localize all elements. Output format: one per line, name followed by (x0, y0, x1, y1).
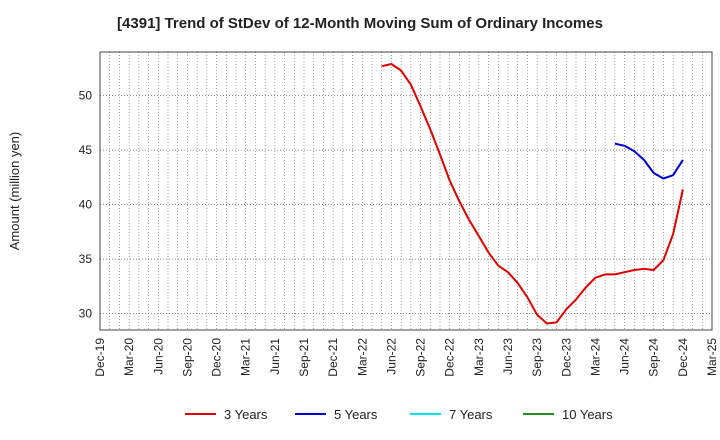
x-tick-label: Sep-21 (297, 338, 311, 377)
x-tick-label: Mar-24 (588, 338, 602, 376)
x-tick-label: Sep-23 (530, 338, 544, 377)
x-tick-label: Sep-22 (414, 338, 428, 377)
x-tick-label: Mar-22 (355, 338, 369, 376)
y-tick-label: 50 (79, 89, 93, 103)
y-tick-label: 45 (79, 143, 93, 157)
legend-label-3-years: 3 Years (224, 407, 268, 422)
x-tick-label: Dec-23 (559, 338, 573, 377)
x-tick-label: Mar-20 (122, 338, 136, 376)
legend-label-5-years: 5 Years (334, 407, 378, 422)
x-tick-label: Sep-20 (180, 338, 194, 377)
x-tick-label: Sep-24 (647, 338, 661, 377)
y-tick-labels: 30 35 40 45 50 (79, 89, 93, 321)
series-line-5-years (614, 142, 684, 180)
grid-layer (100, 52, 712, 330)
x-tick-label: Mar-25 (705, 338, 719, 376)
x-tick-label: Jun-22 (384, 338, 398, 375)
series-layer (381, 63, 684, 325)
x-tick-label: Dec-20 (210, 338, 224, 377)
y-axis-label: Amount (million yen) (7, 132, 22, 251)
x-tick-label: Jun-21 (268, 338, 282, 375)
x-tick-label: Dec-19 (93, 338, 107, 377)
series-line-3-years (381, 63, 684, 325)
x-tick-label: Jun-23 (501, 338, 515, 375)
plot-frame (99, 51, 713, 331)
x-tick-label: Dec-22 (443, 338, 457, 377)
legend-label-10-years: 10 Years (562, 407, 613, 422)
legend-label-7-years: 7 Years (449, 407, 493, 422)
x-tick-labels: Dec-19 Mar-20 Jun-20 Sep-20 Dec-20 Mar-21 Jun-… (93, 338, 719, 377)
legend: 3 Years 5 Years 7 Years 10 Years (185, 407, 613, 422)
y-tick-label: 40 (79, 198, 93, 212)
x-tick-label: Dec-21 (326, 338, 340, 377)
y-tick-label: 30 (79, 307, 93, 321)
x-tick-label: Dec-24 (676, 338, 690, 377)
x-tick-label: Mar-21 (239, 338, 253, 376)
x-tick-label: Jun-20 (151, 338, 165, 375)
x-tick-label: Mar-23 (472, 338, 486, 376)
y-tick-label: 35 (79, 252, 93, 266)
chart-title: [4391] Trend of StDev of 12-Month Moving… (117, 15, 603, 32)
x-tick-label: Jun-24 (618, 338, 632, 375)
